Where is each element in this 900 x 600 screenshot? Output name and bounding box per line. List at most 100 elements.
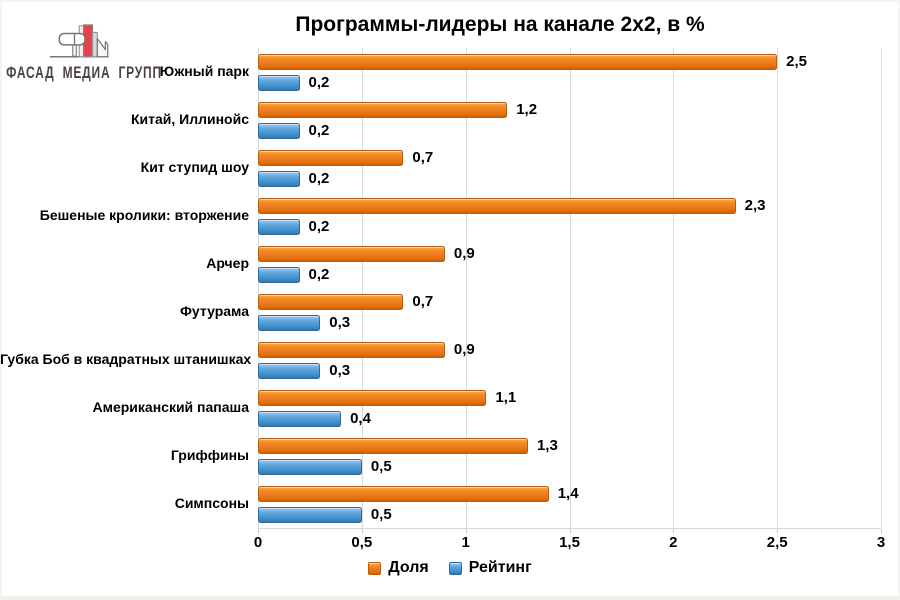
row-bars: 1,4 0,5 (258, 485, 881, 523)
share-bar-line: 0,9 (258, 341, 881, 358)
legend-item: Доля (368, 559, 429, 577)
axis-tick-mark (465, 529, 467, 533)
gridline (673, 48, 675, 528)
axis-tick-mark (673, 529, 675, 533)
share-bar-line: 2,5 (258, 53, 881, 70)
rating-bar (258, 170, 300, 187)
share-bar-line: 0,9 (258, 245, 881, 262)
chart-row: Футурама 0,7 0,3 (0, 288, 881, 336)
rating-bar-line: 0,2 (258, 266, 881, 283)
rating-value-label: 0,5 (370, 506, 392, 523)
rating-value-label: 0,2 (308, 74, 330, 91)
rating-bar (258, 458, 362, 475)
share-bar-line: 1,1 (258, 389, 881, 406)
row-bars: 1,3 0,5 (258, 437, 881, 475)
share-bar-line: 0,7 (258, 149, 881, 166)
share-value-label: 1,3 (536, 437, 558, 454)
row-bars: 0,9 0,3 (258, 341, 881, 379)
axis-tick-label: 1 (461, 534, 470, 551)
category-label: Южный парк (159, 63, 249, 80)
share-bar (258, 53, 778, 70)
rating-value-label: 0,5 (370, 458, 392, 475)
rating-value-label: 0,3 (329, 314, 351, 331)
category-label: Бешеные кролики: вторжение (39, 207, 249, 224)
chart-row: Южный парк 2,5 0,2 (0, 48, 881, 96)
chart-row: Арчер 0,9 0,2 (0, 240, 881, 288)
share-bar (258, 485, 549, 502)
legend: Доля Рейтинг (0, 559, 900, 577)
rating-value-label: 0,3 (329, 362, 351, 379)
legend-label: Рейтинг (468, 559, 532, 576)
axis-tick-label: 0,5 (351, 534, 373, 551)
category-label: Симпсоны (174, 495, 249, 512)
axis-tick-mark (881, 529, 882, 533)
rating-bar (258, 410, 342, 427)
axis-tick-mark (569, 529, 571, 533)
share-value-label: 0,7 (412, 149, 434, 166)
axis-tick-label: 1,5 (559, 534, 580, 551)
rating-value-label: 0,2 (308, 218, 330, 235)
rating-bar (258, 266, 300, 283)
axis-tick-mark (777, 529, 779, 533)
row-bars: 0,7 0,2 (258, 149, 881, 187)
chart-row: Симпсоны 1,4 0,5 (0, 480, 881, 528)
category-label: Арчер (206, 255, 249, 272)
rating-value-label: 0,2 (308, 170, 330, 187)
rating-bar (258, 362, 321, 379)
share-value-label: 0,9 (453, 341, 475, 358)
row-bars: 1,2 0,2 (258, 101, 881, 139)
category-label: Кит ступид шоу (140, 159, 249, 176)
gridline (465, 48, 467, 528)
legend-label: Доля (388, 559, 429, 576)
rating-bar-line: 0,4 (258, 410, 881, 427)
share-value-label: 2,3 (744, 197, 766, 214)
share-bar-line: 1,2 (258, 101, 881, 118)
rating-bar-line: 0,5 (258, 506, 881, 523)
rating-bar-line: 0,2 (258, 218, 881, 235)
bar-rows: Южный парк 2,5 0,2 Китай, Иллинойс 1,2 0… (0, 48, 881, 528)
axis-tick-mark (258, 529, 259, 533)
row-bars: 1,1 0,4 (258, 389, 881, 427)
share-bar-line: 1,4 (258, 485, 881, 502)
rating-bar (258, 74, 300, 91)
rating-bar-line: 0,2 (258, 170, 881, 187)
row-bars: 0,7 0,3 (258, 293, 881, 331)
chart-row: Кит ступид шоу 0,7 0,2 (0, 144, 881, 192)
chart-title: Программы-лидеры на канале 2х2, в % (295, 13, 705, 36)
axis-tick-label: 2 (669, 534, 678, 551)
share-bar (258, 293, 404, 310)
plot-area (258, 48, 882, 529)
rating-bar (258, 314, 321, 331)
rating-bar (258, 218, 300, 235)
company-name: ФАСАД МЕДИА ГРУПП (6, 63, 162, 82)
chart-row: Бешеные кролики: вторжение 2,3 0,2 (0, 192, 881, 240)
rating-value-label: 0,4 (350, 410, 371, 427)
axis-tick-label: 2,5 (766, 534, 788, 551)
share-value-label: 1,1 (495, 389, 517, 406)
fasad-media-group-logo-icon (49, 24, 109, 58)
row-bars: 2,3 0,2 (258, 197, 881, 235)
gridline (881, 48, 882, 528)
chart-row: Губка Боб в квадратных штанишках 0,9 0,3 (0, 336, 881, 384)
chart-row: Гриффины 1,3 0,5 (0, 432, 881, 480)
category-label: Губка Боб в квадратных штанишках (0, 351, 252, 368)
share-value-label: 1,4 (557, 485, 579, 502)
axis-tick-label: 3 (876, 534, 886, 551)
category-label: Гриффины (170, 447, 249, 464)
share-bar (258, 389, 487, 406)
share-bar (258, 197, 736, 214)
share-bar-line: 2,3 (258, 197, 881, 214)
gridline (569, 48, 571, 528)
axis-tick-label: 0 (253, 534, 263, 551)
category-label: Китай, Иллинойс (130, 111, 249, 128)
rating-bar (258, 122, 300, 139)
share-value-label: 0,9 (453, 245, 475, 262)
axis-tick-mark (361, 529, 363, 533)
rating-bar-line: 0,3 (258, 314, 881, 331)
gridline (777, 48, 779, 528)
category-label: Футурама (179, 303, 249, 320)
chart-area: Южный парк 2,5 0,2 Китай, Иллинойс 1,2 0… (0, 48, 900, 529)
share-bar (258, 245, 445, 262)
share-value-label: 1,2 (516, 101, 538, 118)
